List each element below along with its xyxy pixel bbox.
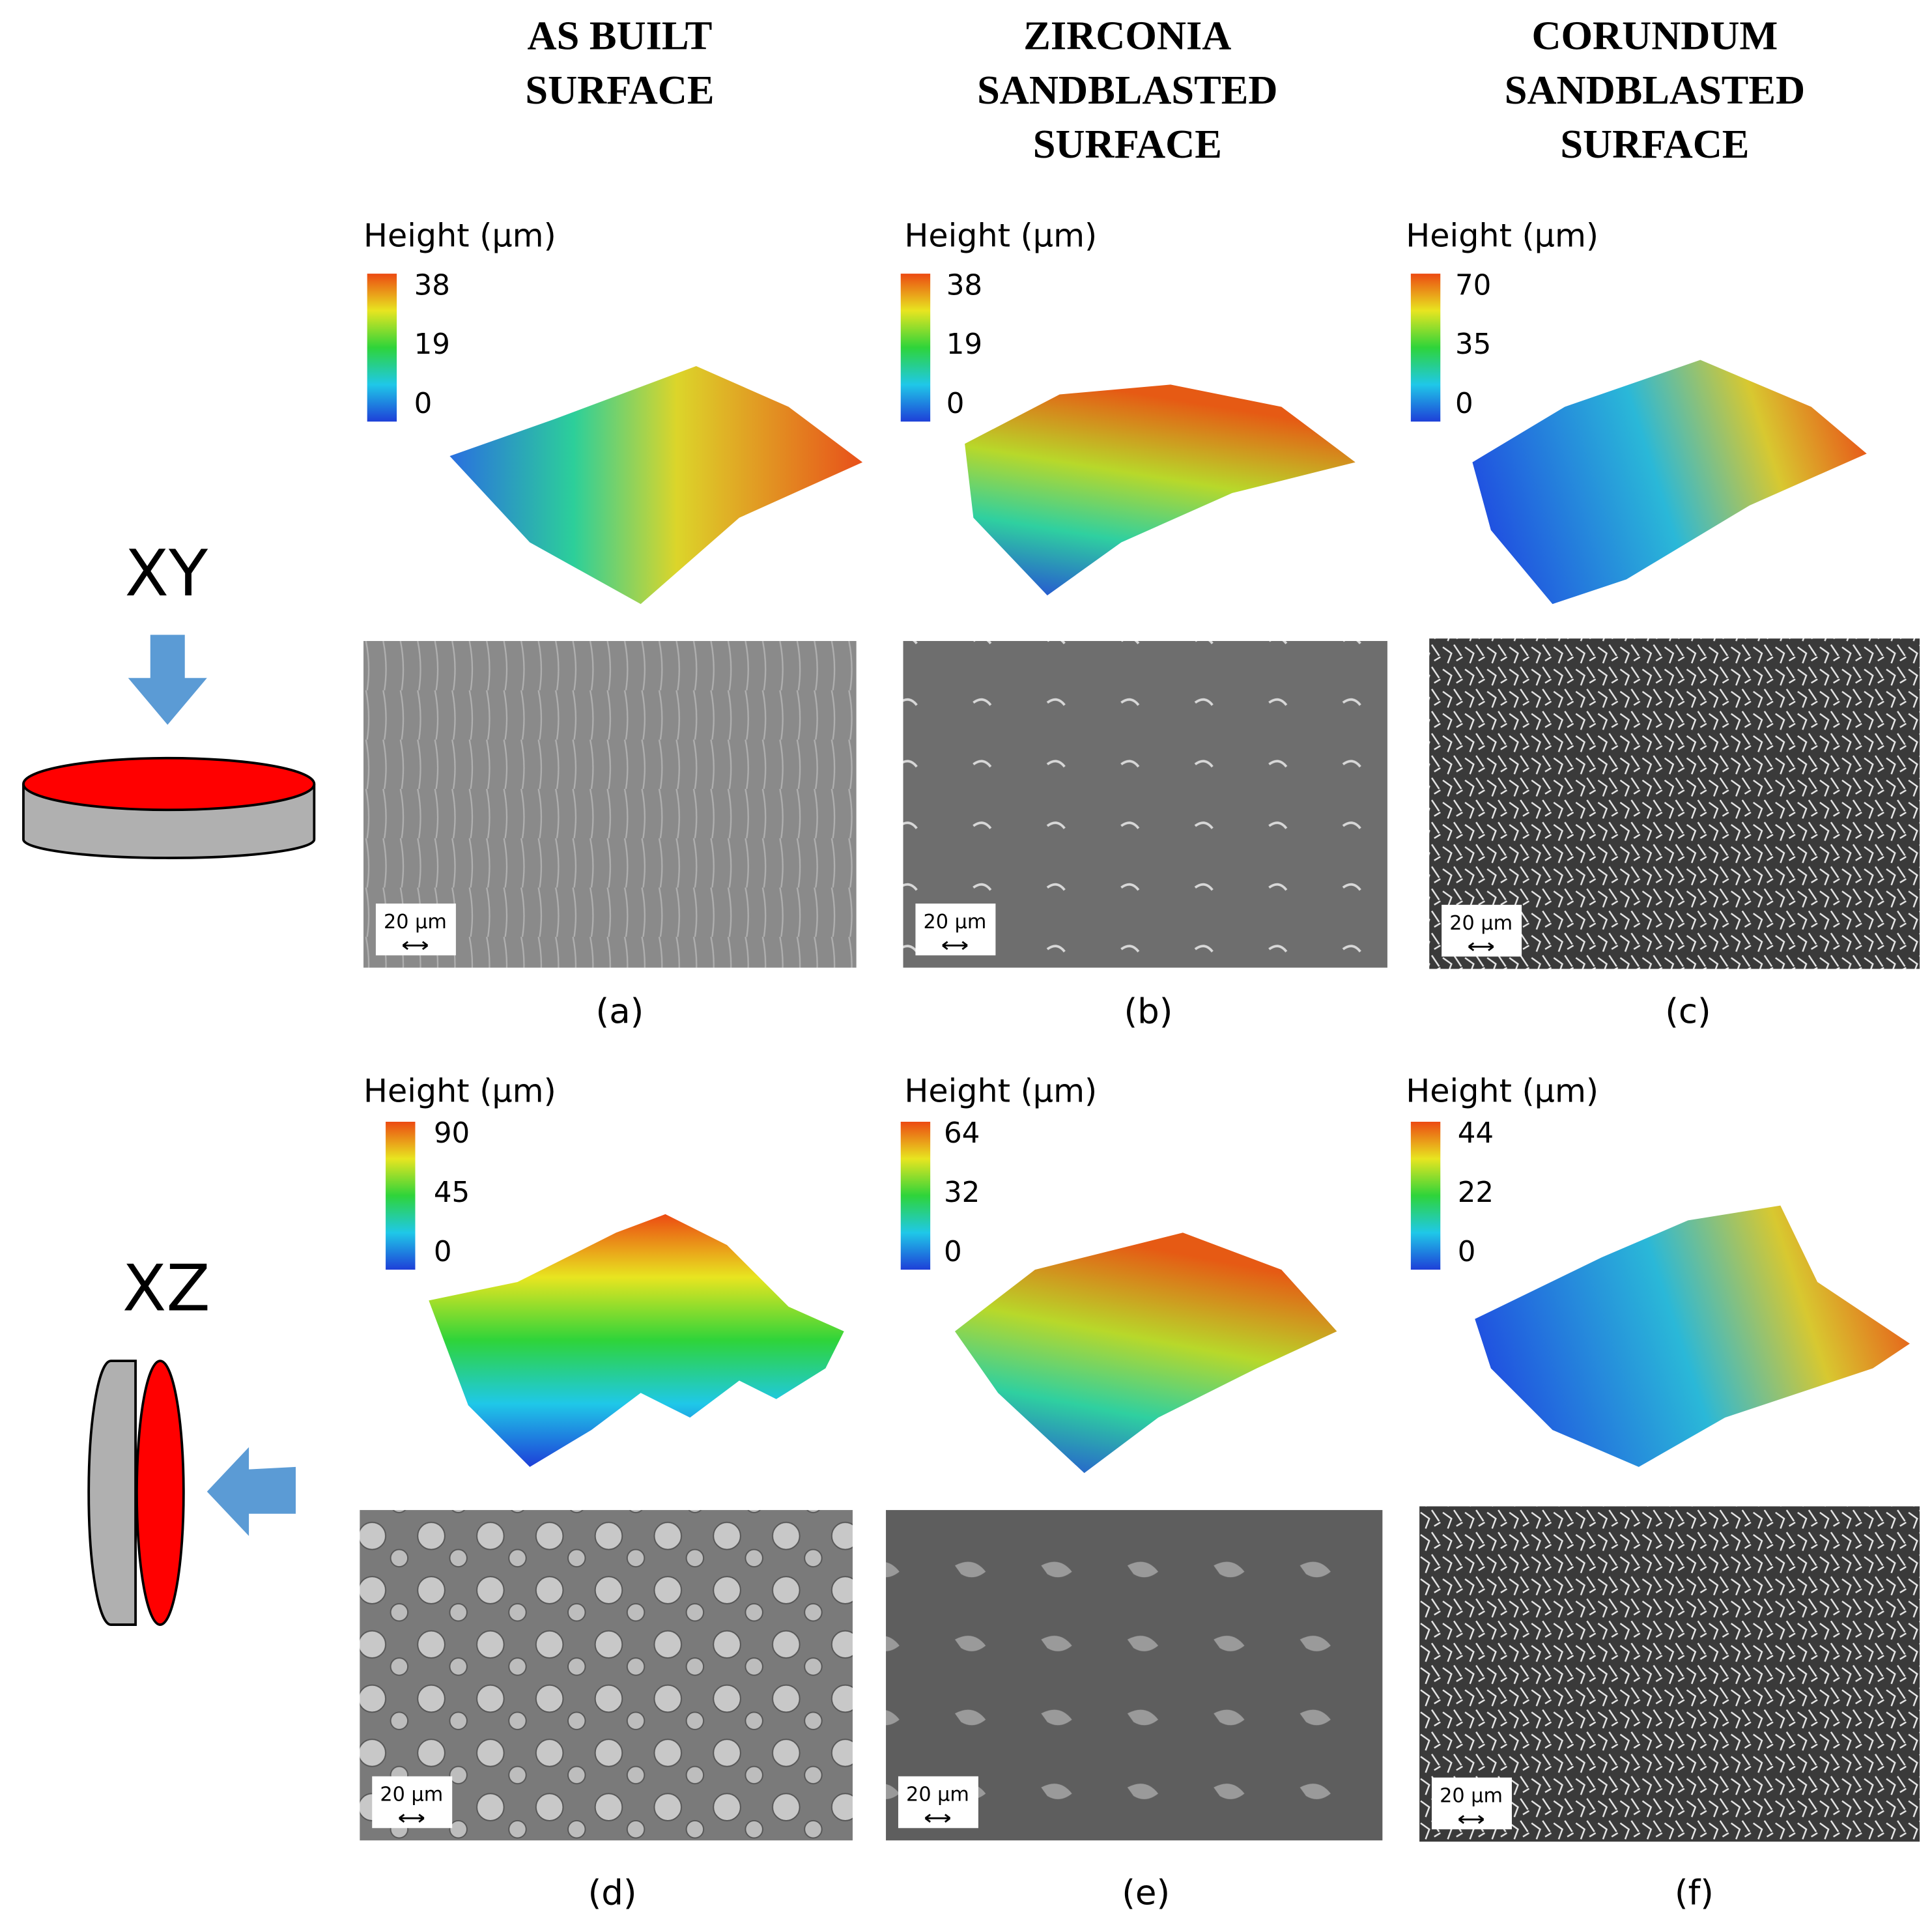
panel-caption: (d) [588,1873,637,1913]
colorbar-tick-label: 0 [434,1236,452,1268]
scale-bar-label: 20 µm [1449,912,1513,935]
scale-bar [1458,1815,1485,1824]
colorbar-tick-label: 38 [946,269,982,302]
scale-bar-box [1442,904,1522,957]
column-title: SURFACE [525,67,714,113]
colorbar-tick-label: 0 [944,1236,962,1268]
colorbar-tick-label: 32 [944,1176,980,1209]
surface-3d [1472,360,1867,605]
colorbar-tick-label: 0 [946,388,965,420]
surface-3d [1475,1205,1910,1467]
surface-3d [965,384,1356,595]
panel-caption: (b) [1124,992,1172,1032]
panel-caption: (f) [1675,1873,1714,1913]
column-title: SANDBLASTED [977,67,1277,113]
arrow-icon [128,634,207,725]
scale-bar-box [372,1776,453,1829]
scale-bar [399,1814,425,1823]
height-label: Height (µm) [904,1072,1097,1110]
height-label: Height (µm) [904,216,1097,254]
colorbar-tick-label: 70 [1455,269,1491,302]
scale-bar-label: 20 µm [380,1784,443,1806]
surface-3d [954,1232,1337,1474]
surface-3d [449,366,863,605]
scale-bar-box [898,1776,978,1829]
colorbar [1410,1122,1441,1270]
scale-bar-box [915,904,996,956]
colorbar-tick-label: 90 [434,1117,470,1150]
arrow-icon [206,1447,296,1536]
row-label: XY [125,537,208,611]
column-title: AS BUILT [528,13,713,59]
surface-3d [429,1214,844,1467]
colorbar-tick-label: 19 [414,328,450,361]
panel-caption: (e) [1122,1873,1170,1913]
column-title: SANDBLASTED [1505,67,1805,113]
height-label: Height (µm) [363,1072,556,1110]
scale-bar [942,941,968,950]
column-title: SURFACE [1033,121,1222,167]
scale-bar-label: 20 µm [924,911,987,933]
disk-face [135,1360,185,1626]
scale-bar-label: 20 µm [1440,1785,1503,1808]
scale-bar [1468,942,1494,952]
scale-bar [924,1814,951,1823]
colorbar-tick-label: 44 [1458,1117,1494,1150]
colorbar-tick-label: 35 [1455,328,1491,361]
colorbar-tick-label: 22 [1458,1176,1494,1209]
scale-bar-label: 20 µm [906,1784,969,1806]
row-icons [22,634,316,1626]
scale-bar-box [375,904,456,956]
colorbar-tick-label: 0 [1455,388,1473,420]
colorbar-tick-label: 19 [946,328,982,361]
row-label: XZ [122,1252,210,1326]
colorbar-tick-label: 0 [414,388,433,420]
colorbar [1410,274,1441,422]
height-label: Height (µm) [1406,1072,1598,1110]
height-label: Height (µm) [1406,216,1598,254]
scale-bar-box [1432,1777,1512,1830]
disk-icon [87,1360,137,1626]
column-title: SURFACE [1560,121,1749,167]
scale-bar [402,941,429,950]
colorbar-tick-label: 0 [1458,1236,1476,1268]
colorbar-tick-label: 38 [414,269,450,302]
colorbar-tick-label: 64 [944,1117,980,1150]
column-title: CORUNDUM [1531,13,1778,59]
colorbar [386,1122,416,1270]
column-title: ZIRCONIA [1023,13,1231,59]
colorbar [367,274,397,422]
scale-bar-label: 20 µm [384,911,447,933]
colorbar-tick-label: 45 [434,1176,470,1209]
colorbar [900,274,931,422]
colorbar [900,1122,931,1270]
height-label: Height (µm) [363,216,556,254]
panel-caption: (c) [1665,992,1711,1032]
panel-caption: (a) [596,992,644,1032]
disk-face [22,756,316,812]
